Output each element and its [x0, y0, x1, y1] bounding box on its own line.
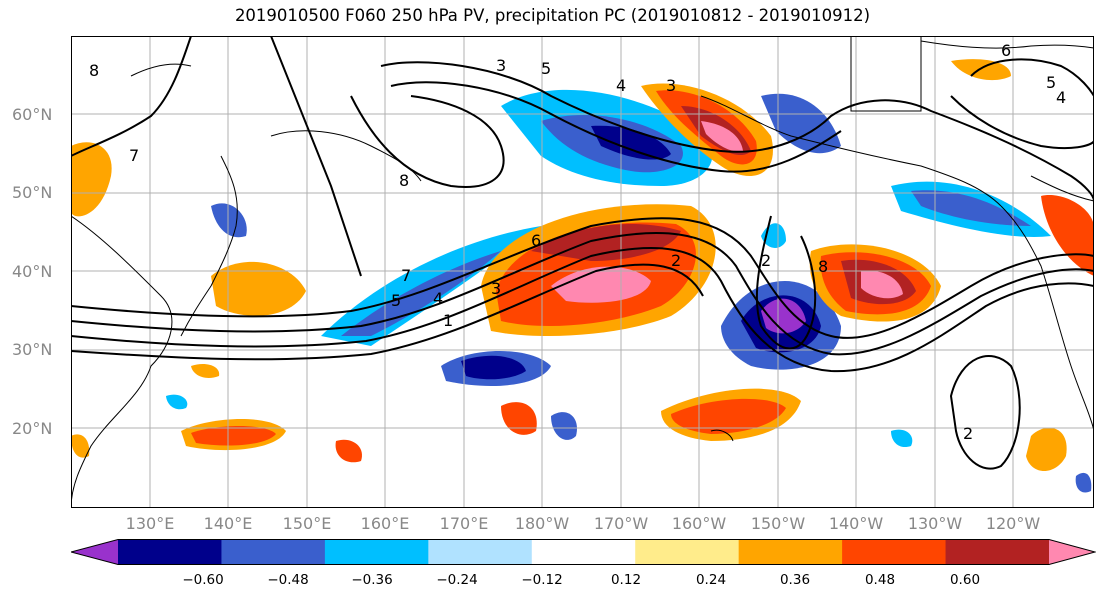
colorbar-tick: −0.12	[521, 572, 563, 588]
lat-label: 30°N	[12, 340, 53, 359]
contour-label: 2	[963, 424, 973, 443]
neg-band-5	[341, 251, 501, 336]
contour-label: 1	[443, 311, 453, 330]
lon-label: 170°E	[439, 514, 489, 533]
pos-mexico	[1026, 427, 1067, 471]
neg-band-3	[591, 125, 671, 160]
contour-label: 3	[496, 56, 506, 75]
colorbar-tick: −0.24	[436, 572, 478, 588]
neg-japan	[211, 203, 247, 238]
contour-label: 8	[399, 171, 409, 190]
map-frame	[71, 36, 1094, 508]
lon-label: 120°W	[985, 514, 1041, 533]
pos-small-2	[335, 439, 362, 463]
contour-label: 3	[666, 76, 676, 95]
neg-small-1	[166, 394, 188, 410]
colorbar-tick: −0.36	[351, 572, 393, 588]
colorbar-extend-low	[71, 539, 118, 565]
pv-contours	[71, 36, 1094, 470]
pos-small-4	[191, 364, 220, 378]
pos-sw-2	[191, 426, 276, 446]
colorbar-segment	[118, 539, 222, 565]
contour-label: 6	[531, 231, 541, 250]
colorbar-segment	[842, 539, 947, 565]
pos-east-4	[861, 270, 903, 299]
pos-gulf-4	[701, 121, 743, 152]
contour-label: 3	[491, 279, 501, 298]
colorbar-tick: −0.60	[182, 572, 224, 588]
pos-ca-1	[1041, 195, 1094, 276]
contour-label: 4	[616, 76, 626, 95]
lon-label: 140°E	[203, 514, 253, 533]
neg-small-3	[891, 429, 913, 448]
lat-label: 60°N	[12, 105, 53, 124]
contour-label: 5	[1046, 73, 1056, 92]
lat-label: 50°N	[12, 183, 53, 202]
colorbar-segment	[945, 539, 1050, 565]
pv-precip-map: 8 7 3 4 5 6 2 1 8 7 8 2 3 4 5 6 4 5 3 2	[71, 36, 1094, 508]
colorbar-segment	[221, 539, 326, 565]
colorbar-extend-high	[1049, 539, 1095, 565]
contour-label: 4	[433, 289, 443, 308]
colorbar-tick: 0.12	[610, 572, 642, 588]
neg-small-4	[1075, 472, 1092, 493]
colorbar-segment	[324, 539, 429, 565]
colorbar-outline	[71, 539, 1096, 565]
pos-small-1	[501, 402, 537, 435]
colorbar-segment	[635, 539, 740, 565]
contour-label: 5	[541, 59, 551, 78]
neg-nw-2	[911, 190, 1031, 226]
pos-ne	[951, 59, 1011, 81]
colorbar-tick: 0.48	[864, 572, 896, 588]
contour-label: 5	[391, 291, 401, 310]
lon-label: 130°W	[907, 514, 963, 533]
colorbar-tick: 0.36	[779, 572, 811, 588]
contour-label: 8	[89, 61, 99, 80]
lat-label: 40°N	[12, 262, 53, 281]
lon-label: 140°W	[828, 514, 884, 533]
contour-label: 2	[761, 251, 771, 270]
colorbar-segment	[738, 539, 843, 565]
contour-label: 8	[818, 257, 828, 276]
lon-label: 170°W	[593, 514, 649, 533]
lon-label: 150°W	[750, 514, 806, 533]
contour-labels: 8 7 3 4 5 6 2 1 8 7 8 2 3 4 5 6 4 5 3 2	[89, 41, 1066, 443]
colorbar-tick: −0.48	[267, 572, 309, 588]
coastlines	[71, 36, 1094, 508]
lon-label: 160°E	[360, 514, 410, 533]
neg-alaska	[761, 93, 841, 154]
lon-label: 160°W	[671, 514, 727, 533]
neg-small-2	[551, 412, 577, 440]
contour-label: 7	[401, 266, 411, 285]
contour-label: 6	[1001, 41, 1011, 60]
lat-label: 20°N	[12, 419, 53, 438]
contour-label: 2	[671, 251, 681, 270]
colorbar-tick: 0.24	[695, 572, 727, 588]
contour-label: 7	[129, 146, 139, 165]
colorbar-segment	[531, 539, 636, 565]
colorbar	[71, 539, 1096, 565]
colorbar-tick: 0.60	[949, 572, 981, 588]
colorbar-segments	[71, 539, 1095, 565]
pos-main-4	[551, 266, 651, 303]
graticule	[71, 36, 1094, 508]
neg-low-3	[761, 298, 806, 334]
lon-label: 130°E	[125, 514, 175, 533]
map-title: 2019010500 F060 250 hPa PV, precipitatio…	[234, 6, 871, 25]
pos-small-3	[71, 434, 90, 458]
colorbar-segment	[428, 539, 533, 565]
neg-band-7	[461, 355, 526, 380]
pos-west	[71, 142, 112, 217]
lon-label: 180°W	[514, 514, 570, 533]
pos-japan	[211, 261, 306, 316]
contour-label: 4	[1056, 88, 1066, 107]
lon-label: 150°E	[282, 514, 332, 533]
pos-hawaii-2	[671, 398, 786, 434]
